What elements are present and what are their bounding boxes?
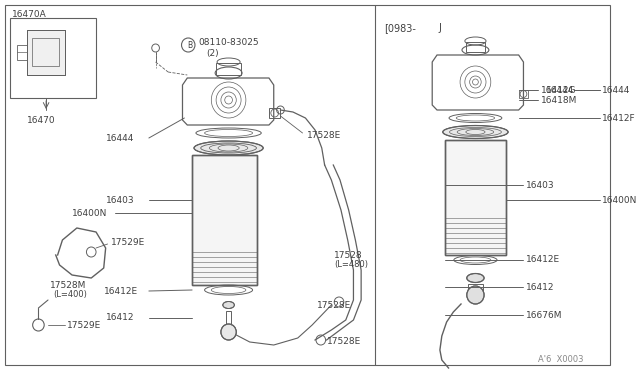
Bar [269, 108, 280, 118]
Text: 16418M: 16418M [541, 96, 577, 105]
Bar [32, 38, 59, 66]
Bar [192, 155, 257, 285]
Bar [17, 45, 27, 60]
Ellipse shape [443, 125, 508, 138]
Text: 17529E: 17529E [111, 237, 145, 247]
Text: 08110-83025: 08110-83025 [199, 38, 259, 46]
Circle shape [221, 324, 236, 340]
Text: 17529E: 17529E [67, 321, 102, 330]
Ellipse shape [223, 301, 234, 308]
Text: 16403: 16403 [106, 196, 134, 205]
Ellipse shape [467, 273, 484, 282]
Bar [10, 18, 96, 98]
Text: 16412F: 16412F [602, 113, 636, 122]
Text: 16400N: 16400N [602, 196, 637, 205]
Bar [27, 30, 65, 75]
Bar [466, 42, 485, 52]
Text: [0983-: [0983- [384, 23, 416, 33]
Text: 16400N: 16400N [72, 208, 108, 218]
Text: A'6  X0003: A'6 X0003 [538, 356, 584, 365]
Text: 16412G: 16412G [541, 86, 576, 94]
Text: 17528: 17528 [334, 250, 363, 260]
Text: 16470: 16470 [27, 115, 56, 125]
Text: (L=480): (L=480) [334, 260, 368, 269]
Text: B: B [188, 41, 193, 49]
Circle shape [467, 286, 484, 304]
Bar [192, 155, 257, 285]
Bar [226, 311, 232, 326]
Bar [445, 140, 506, 255]
Text: 16412E: 16412E [526, 256, 561, 264]
Text: J: J [439, 23, 442, 33]
Bar [518, 90, 528, 98]
Text: 16403: 16403 [526, 180, 555, 189]
Text: 16470A: 16470A [12, 10, 46, 19]
Text: 16676M: 16676M [526, 311, 563, 320]
Text: (L=400): (L=400) [53, 291, 86, 299]
Text: 16444: 16444 [546, 86, 574, 94]
Text: 17528E: 17528E [307, 131, 342, 140]
Text: 17528E: 17528E [317, 301, 351, 310]
Text: 17528M: 17528M [50, 280, 86, 289]
Bar [216, 63, 241, 75]
Text: 16412E: 16412E [104, 286, 138, 295]
Text: 16444: 16444 [106, 134, 134, 142]
Text: (2): (2) [207, 48, 219, 58]
Bar [445, 140, 506, 255]
Text: 16412: 16412 [106, 314, 134, 323]
Text: 16412: 16412 [526, 282, 555, 292]
Text: 16444: 16444 [602, 86, 630, 94]
Bar [468, 284, 483, 298]
Bar [27, 30, 65, 75]
Text: 17528E: 17528E [326, 337, 361, 346]
Ellipse shape [194, 141, 263, 155]
